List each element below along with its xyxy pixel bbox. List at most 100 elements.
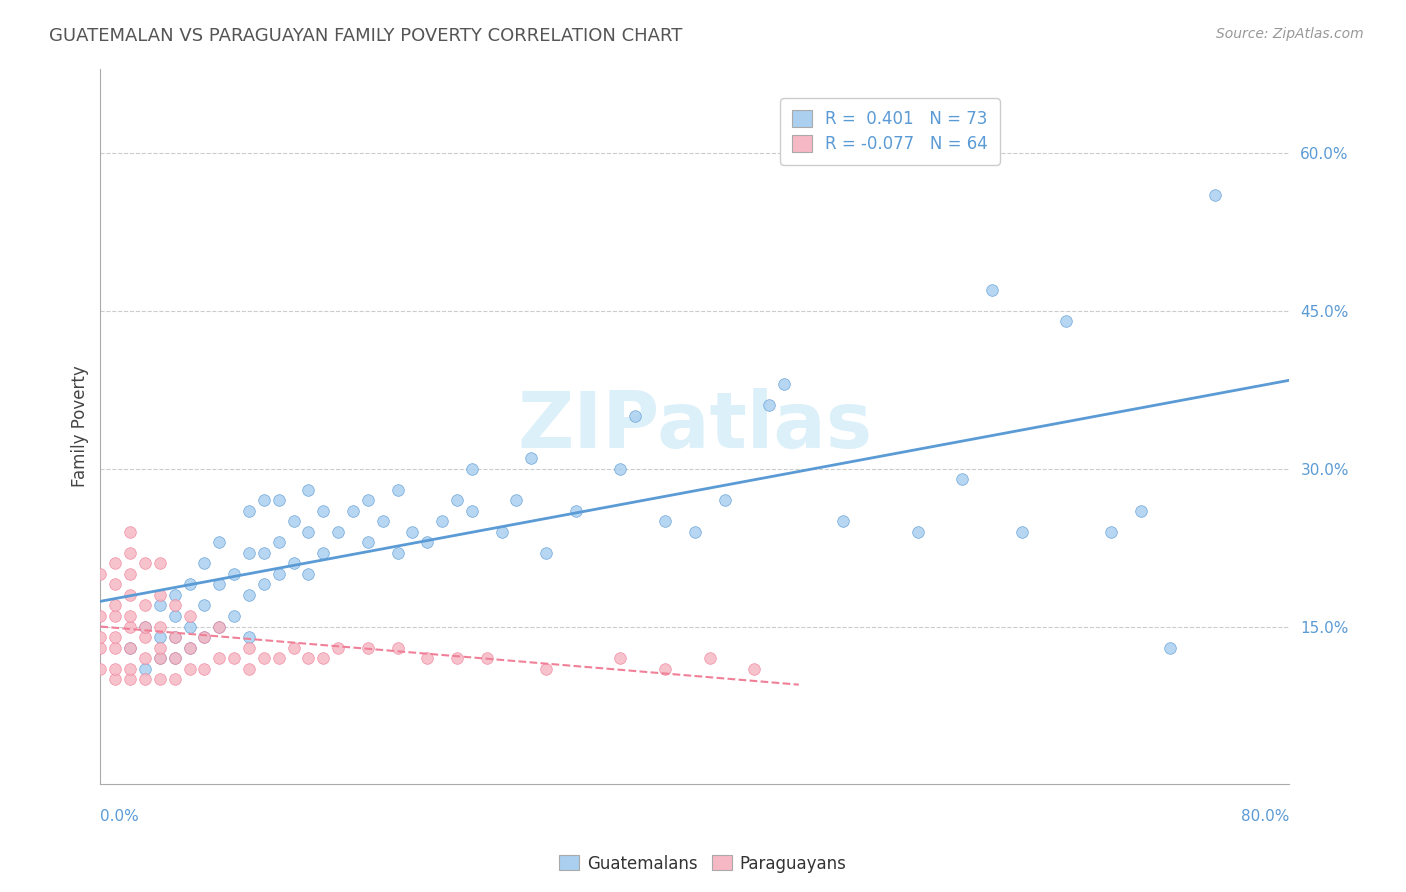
- Point: [446, 493, 468, 508]
- Point: [683, 524, 706, 539]
- Point: [430, 514, 453, 528]
- Point: [534, 546, 557, 560]
- Point: [461, 504, 484, 518]
- Point: [1204, 187, 1226, 202]
- Point: [149, 619, 172, 633]
- Point: [1011, 524, 1033, 539]
- Point: [134, 557, 156, 571]
- Point: [342, 504, 364, 518]
- Point: [654, 662, 676, 676]
- Point: [609, 461, 631, 475]
- Point: [149, 599, 172, 613]
- Point: [193, 630, 215, 644]
- Point: [491, 524, 513, 539]
- Point: [179, 619, 201, 633]
- Point: [267, 651, 290, 665]
- Point: [163, 651, 186, 665]
- Point: [758, 399, 780, 413]
- Point: [193, 557, 215, 571]
- Point: [120, 640, 142, 655]
- Point: [134, 619, 156, 633]
- Point: [134, 599, 156, 613]
- Point: [163, 609, 186, 624]
- Point: [134, 619, 156, 633]
- Point: [134, 672, 156, 686]
- Point: [104, 557, 127, 571]
- Point: [238, 546, 260, 560]
- Point: [149, 588, 172, 602]
- Point: [238, 588, 260, 602]
- Point: [179, 662, 201, 676]
- Point: [104, 640, 127, 655]
- Point: [104, 672, 127, 686]
- Point: [208, 577, 231, 591]
- Point: [120, 524, 142, 539]
- Point: [297, 524, 319, 539]
- Point: [699, 651, 721, 665]
- Point: [149, 630, 172, 644]
- Point: [461, 461, 484, 475]
- Legend: Guatemalans, Paraguayans: Guatemalans, Paraguayans: [553, 848, 853, 880]
- Point: [267, 566, 290, 581]
- Point: [1099, 524, 1122, 539]
- Point: [312, 546, 335, 560]
- Point: [950, 472, 973, 486]
- Point: [120, 662, 142, 676]
- Point: [326, 524, 349, 539]
- Point: [1129, 504, 1152, 518]
- Point: [120, 588, 142, 602]
- Point: [446, 651, 468, 665]
- Point: [312, 504, 335, 518]
- Point: [253, 651, 276, 665]
- Text: Source: ZipAtlas.com: Source: ZipAtlas.com: [1216, 27, 1364, 41]
- Point: [297, 651, 319, 665]
- Point: [267, 535, 290, 549]
- Point: [120, 640, 142, 655]
- Point: [149, 557, 172, 571]
- Point: [1159, 640, 1181, 655]
- Point: [283, 557, 305, 571]
- Point: [416, 651, 439, 665]
- Point: [253, 546, 276, 560]
- Point: [163, 588, 186, 602]
- Point: [416, 535, 439, 549]
- Point: [134, 662, 156, 676]
- Point: [387, 546, 409, 560]
- Point: [120, 672, 142, 686]
- Point: [149, 651, 172, 665]
- Point: [89, 609, 111, 624]
- Point: [357, 640, 380, 655]
- Point: [163, 599, 186, 613]
- Point: [120, 619, 142, 633]
- Point: [89, 630, 111, 644]
- Point: [179, 609, 201, 624]
- Point: [89, 566, 111, 581]
- Point: [981, 283, 1004, 297]
- Point: [401, 524, 423, 539]
- Point: [163, 672, 186, 686]
- Point: [297, 483, 319, 497]
- Point: [89, 640, 111, 655]
- Point: [238, 640, 260, 655]
- Point: [253, 577, 276, 591]
- Point: [104, 630, 127, 644]
- Point: [387, 640, 409, 655]
- Point: [104, 577, 127, 591]
- Legend: R =  0.401   N = 73, R = -0.077   N = 64: R = 0.401 N = 73, R = -0.077 N = 64: [780, 98, 1000, 165]
- Point: [387, 483, 409, 497]
- Point: [208, 535, 231, 549]
- Point: [534, 662, 557, 676]
- Point: [208, 619, 231, 633]
- Point: [238, 630, 260, 644]
- Point: [222, 651, 245, 665]
- Point: [654, 514, 676, 528]
- Point: [193, 662, 215, 676]
- Point: [149, 672, 172, 686]
- Point: [1054, 314, 1077, 328]
- Point: [179, 640, 201, 655]
- Point: [312, 651, 335, 665]
- Point: [283, 640, 305, 655]
- Point: [208, 619, 231, 633]
- Text: GUATEMALAN VS PARAGUAYAN FAMILY POVERTY CORRELATION CHART: GUATEMALAN VS PARAGUAYAN FAMILY POVERTY …: [49, 27, 682, 45]
- Point: [193, 630, 215, 644]
